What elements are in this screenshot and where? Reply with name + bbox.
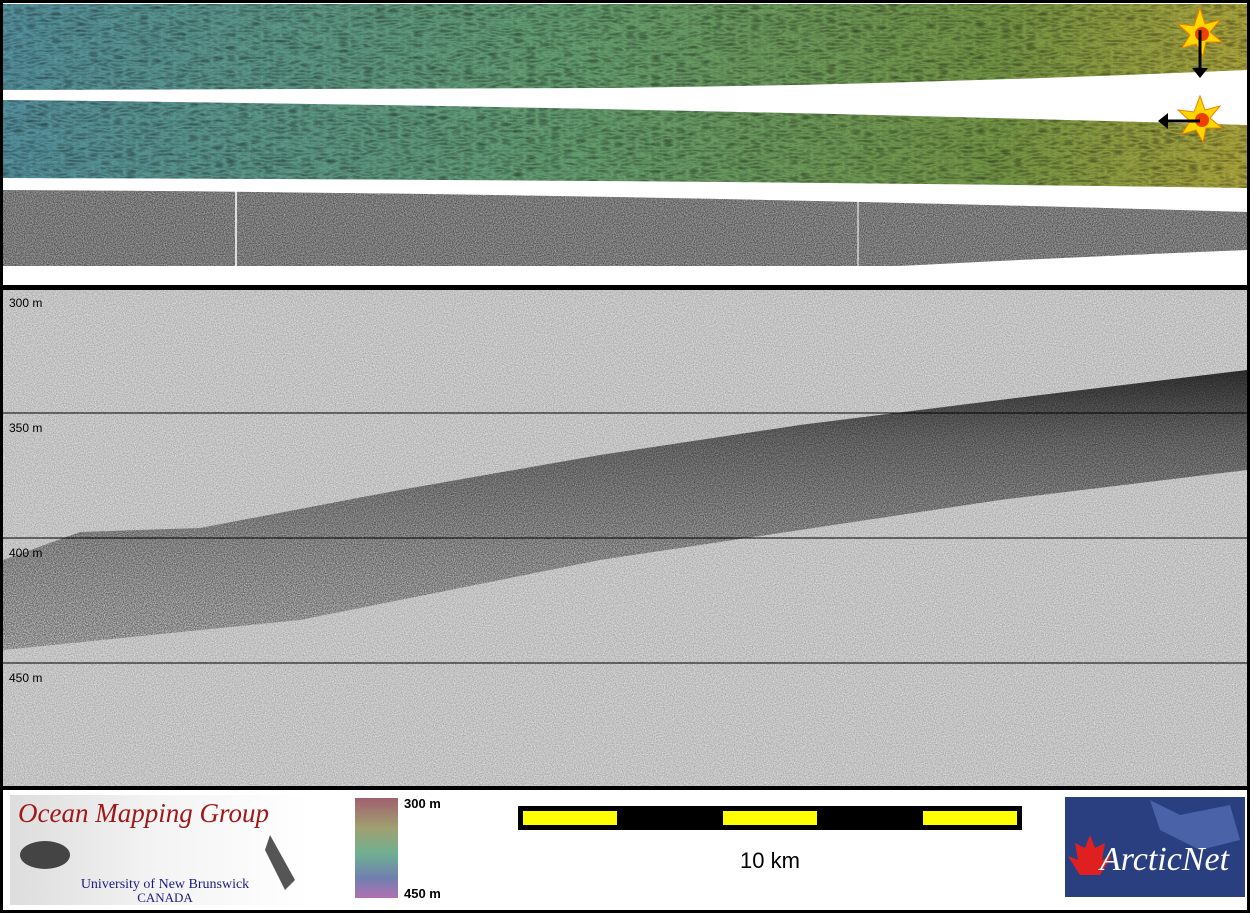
depth-label: 300 m (9, 296, 42, 310)
swath-1 (3, 4, 1247, 90)
backscatter-swath (3, 190, 1247, 266)
logo-country: CANADA (137, 890, 193, 905)
sun-icon-1 (1176, 6, 1224, 78)
colorbar-label: 300 m (404, 796, 441, 811)
colorbar (355, 798, 398, 898)
partner-name: ArcticNet (1098, 841, 1231, 878)
logo-title: Ocean Mapping Group (18, 798, 269, 828)
scale-label: 10 km (740, 848, 800, 873)
depth-lines (3, 412, 1247, 664)
depth-label: 450 m (9, 671, 42, 685)
logo-university: University of New Brunswick (81, 877, 249, 892)
swath-2 (3, 100, 1247, 188)
depth-label: 350 m (9, 421, 42, 435)
sun-icon-2 (1158, 94, 1224, 144)
scale-bar (518, 806, 1022, 830)
seabed-texture (3, 370, 1247, 650)
arcticnet-logo: ArcticNet (1065, 797, 1245, 897)
depth-label: 400 m (9, 546, 42, 560)
omg-logo: Ocean Mapping Group University of New Br… (10, 795, 310, 905)
colorbar-label: 450 m (404, 886, 441, 901)
